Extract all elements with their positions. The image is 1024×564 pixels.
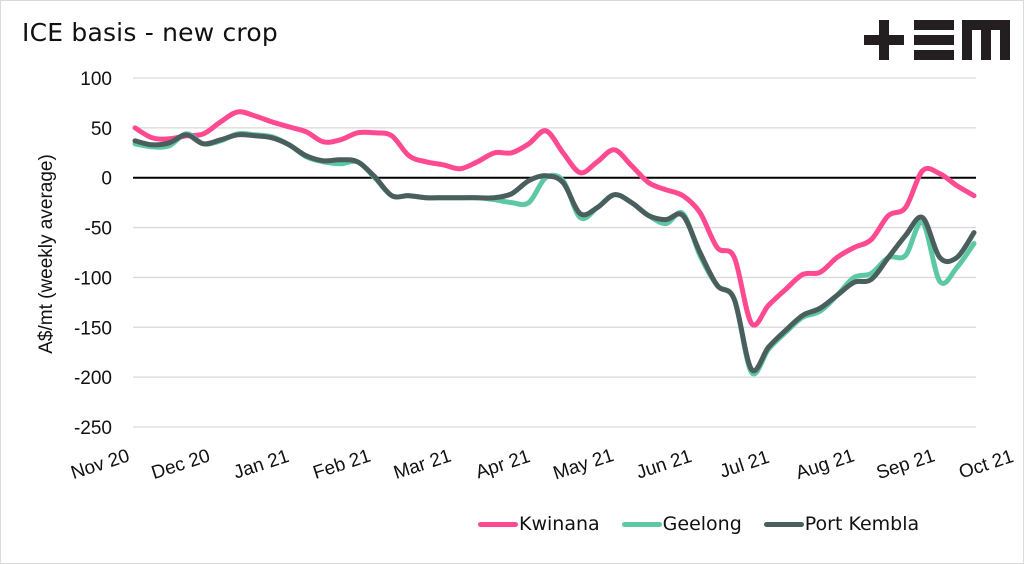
brand-logo: [864, 20, 1010, 60]
y-tick-label: -200: [74, 368, 112, 389]
x-tick-label: May 21: [551, 445, 617, 484]
y-tick-label: -100: [74, 268, 112, 289]
series-line-kwinana: [132, 109, 977, 328]
x-tick-label: Jul 21: [717, 447, 772, 483]
logo-e-bar-mid: [914, 35, 954, 45]
x-tick-label: Oct 21: [956, 446, 1016, 483]
x-tick-label: Nov 20: [68, 445, 132, 484]
gridlines: [133, 77, 976, 428]
logo-m: [962, 20, 1010, 60]
x-tick-label: Dec 20: [149, 445, 213, 484]
x-tick-label: Feb 21: [311, 446, 374, 484]
x-tick-label: Aug 21: [793, 445, 857, 484]
series-line-port-kembla: [132, 132, 977, 374]
y-tick-label: 100: [80, 69, 112, 90]
x-tick-label: Sep 21: [874, 445, 938, 484]
legend-item-geelong: Geelong: [621, 513, 742, 535]
legend-label: Kwinana: [519, 513, 600, 535]
y-tick-label: 0: [101, 169, 112, 190]
x-tick-label: Mar 21: [391, 446, 454, 484]
legend: Kwinana Geelong Port Kembla: [478, 513, 941, 535]
legend-item-kwinana: Kwinana: [478, 513, 600, 535]
series-line-geelong: [132, 130, 977, 377]
y-tick-label: -150: [74, 318, 112, 339]
y-tick-label: -250: [74, 418, 112, 439]
legend-swatch: [621, 521, 662, 527]
logo-e-bar-top: [914, 20, 954, 30]
series-lines: [132, 109, 977, 377]
x-tick-label: Jan 21: [231, 446, 292, 484]
x-axis-ticks: Nov 20 Dec 20 Jan 21 Feb 21 Mar 21 Apr 21 May …: [68, 445, 1016, 484]
x-tick-label: Jun 21: [634, 446, 695, 484]
y-tick-label: 50: [91, 119, 112, 140]
logo-e-bar-bottom: [914, 50, 954, 60]
legend-item-port-kembla: Port Kembla: [763, 513, 920, 535]
x-tick-label: Apr 21: [473, 446, 533, 483]
legend-swatch: [763, 521, 804, 527]
legend-label: Geelong: [662, 513, 742, 535]
y-axis-label: A$/mt (weekly average): [36, 154, 57, 354]
y-tick-label: -50: [85, 219, 112, 240]
chart-title: ICE basis - new crop: [22, 18, 278, 47]
legend-swatch: [478, 521, 518, 527]
y-axis-ticks: 100 50 0 -50 -100 -150 -200 -250: [74, 69, 112, 439]
logo-plus-vertical: [879, 20, 889, 60]
legend-label: Port Kembla: [804, 513, 920, 535]
